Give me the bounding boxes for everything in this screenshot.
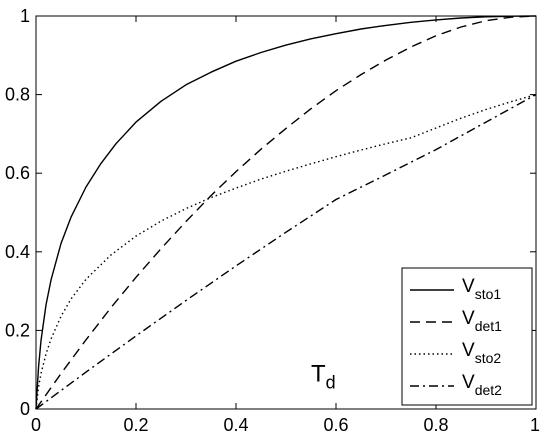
x-tick-label: 0.6 bbox=[323, 415, 348, 435]
x-tick-label: 1 bbox=[530, 415, 540, 435]
y-tick-label: 0 bbox=[20, 399, 30, 419]
series-lines bbox=[35, 15, 537, 410]
legend-label-sub: sto1 bbox=[475, 286, 502, 302]
series-line-det2 bbox=[35, 93, 537, 410]
legend-label-sub: sto2 bbox=[475, 350, 502, 366]
y-tick-label: 1 bbox=[20, 6, 30, 26]
legend-label-main: V bbox=[462, 372, 475, 393]
annotation-main: T bbox=[311, 360, 326, 387]
y-tick-label: 0.6 bbox=[5, 163, 30, 183]
y-tick-label: 0.4 bbox=[5, 242, 30, 262]
legend-label-sub: det2 bbox=[475, 382, 502, 398]
legend-label-sto2: Vsto2 bbox=[462, 340, 501, 366]
annotation-text: Td bbox=[311, 360, 336, 392]
x-tick-label: 0.8 bbox=[423, 415, 448, 435]
legend-label-det2: Vdet2 bbox=[462, 372, 502, 398]
annotation-td: Td bbox=[311, 360, 336, 392]
legend-label-main: V bbox=[462, 340, 475, 361]
series-line-det1 bbox=[35, 15, 537, 410]
legend-label-main: V bbox=[462, 276, 475, 297]
legend-box bbox=[401, 267, 533, 406]
legend-label-sto1: Vsto1 bbox=[462, 276, 501, 302]
axis-tick-labels: 0 0.2 0.4 0.6 0.8 1 0 0.2 0.4 0.6 0.8 1 bbox=[5, 6, 540, 435]
series-line-sto1 bbox=[35, 15, 537, 410]
legend-label-det1: Vdet1 bbox=[462, 308, 502, 334]
y-tick-label: 0.8 bbox=[5, 85, 30, 105]
x-tick-label: 0.2 bbox=[123, 415, 148, 435]
legend-label-sub: det1 bbox=[475, 318, 502, 334]
series-line-sto2 bbox=[35, 93, 537, 410]
x-tick-label: 0.4 bbox=[223, 415, 248, 435]
y-tick-label: 0.2 bbox=[5, 320, 30, 340]
annotation-sub: d bbox=[326, 372, 336, 392]
legend-label-main: V bbox=[462, 308, 475, 329]
x-tick-label: 0 bbox=[31, 415, 41, 435]
